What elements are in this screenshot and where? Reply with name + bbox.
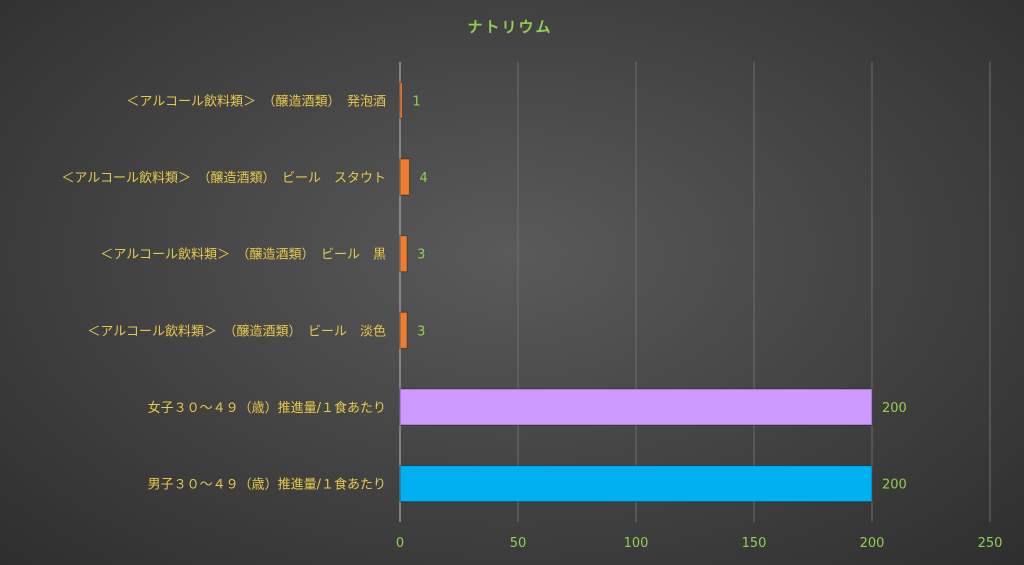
data-label: 3 <box>417 248 425 263</box>
category-label: ＜アルコール飲料類＞ （醸造酒類） ビール 黒 <box>100 247 386 263</box>
x-tick-label: 250 <box>978 536 1003 551</box>
bars <box>399 81 873 503</box>
bar <box>399 388 873 426</box>
category-label: ＜アルコール飲料類＞ （醸造酒類） ビール スタウト <box>61 170 386 186</box>
data-label: 4 <box>419 171 427 186</box>
x-tick-label: 150 <box>742 536 767 551</box>
category-label: ＜アルコール飲料類＞ （醸造酒類） 発泡酒 <box>126 93 386 109</box>
data-label: 200 <box>882 401 907 416</box>
bar <box>399 81 403 119</box>
x-tick-label: 100 <box>624 536 649 551</box>
data-label: 1 <box>412 94 420 109</box>
chart-title: ナトリウム <box>467 18 552 36</box>
x-tick-label: 0 <box>396 536 404 551</box>
bar <box>399 311 408 349</box>
bar <box>399 235 408 273</box>
x-tick-label: 200 <box>860 536 885 551</box>
labels: 0 50 100 150 200 250 ＜アルコール飲料類＞ （醸造酒類） 発泡酒 1 ＜アル… <box>61 93 1002 551</box>
category-label: 男子３０～４９（歳）推進量/１食あたり <box>148 477 386 493</box>
bar <box>399 158 410 196</box>
bar <box>399 465 873 503</box>
data-label: 3 <box>417 324 425 339</box>
category-label: ＜アルコール飲料類＞ （醸造酒類） ビール 淡色 <box>87 323 386 339</box>
data-label: 200 <box>882 478 907 493</box>
x-tick-label: 50 <box>510 536 527 551</box>
gridlines <box>399 62 991 522</box>
category-label: 女子３０～４９（歳）推進量/１食あたり <box>148 400 386 416</box>
